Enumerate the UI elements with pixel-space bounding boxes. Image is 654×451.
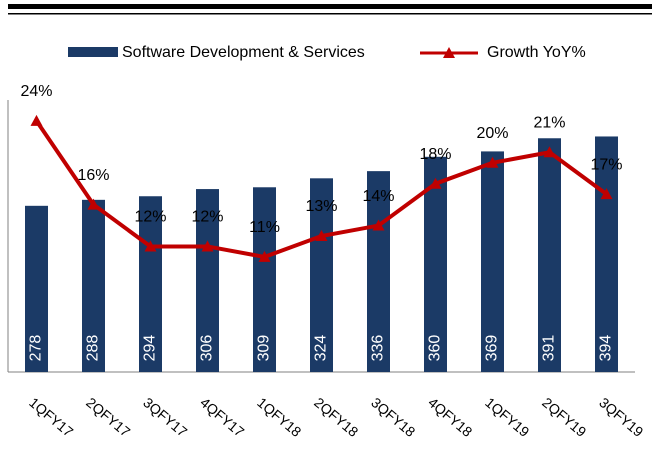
line-marker xyxy=(315,230,328,241)
bar xyxy=(595,136,618,372)
x-tick-label: 3QFY19 xyxy=(596,394,646,440)
line-marker xyxy=(87,198,100,210)
line-value-label: 18% xyxy=(419,146,451,163)
line-marker xyxy=(372,219,385,231)
legend-label: Growth YoY% xyxy=(487,44,586,61)
legend-swatch xyxy=(68,47,118,57)
line-marker xyxy=(30,114,43,126)
line-value-label: 16% xyxy=(77,167,109,184)
line-marker xyxy=(600,188,613,200)
bar xyxy=(196,189,219,372)
bar xyxy=(310,178,333,372)
line-marker xyxy=(543,146,556,158)
x-tick-label: 4QFY17 xyxy=(197,394,247,440)
x-tick-label: 1QFY19 xyxy=(482,394,532,440)
bar-value-label: 324 xyxy=(313,335,330,362)
bar-value-label: 336 xyxy=(370,335,387,362)
line-value-label: 13% xyxy=(305,198,337,215)
bar xyxy=(82,199,105,372)
line-value-label: 11% xyxy=(249,219,280,236)
x-tick-label: 4QFY18 xyxy=(425,394,475,440)
bar-value-label: 391 xyxy=(541,335,558,362)
bar-value-label: 394 xyxy=(598,335,615,362)
bar-value-label: 278 xyxy=(28,335,45,362)
bar-value-label: 288 xyxy=(85,335,102,362)
bar xyxy=(538,138,561,372)
x-tick-label: 3QFY17 xyxy=(140,394,190,440)
x-tick-label: 1QFY18 xyxy=(254,394,304,440)
line-marker xyxy=(486,156,499,168)
x-tick-label: 2QFY18 xyxy=(311,394,361,440)
bar-value-label: 309 xyxy=(256,335,273,362)
bar-value-label: 306 xyxy=(199,335,216,362)
legend-marker xyxy=(443,47,455,58)
line-value-label: 12% xyxy=(134,209,166,226)
line-value-label: 12% xyxy=(191,209,223,226)
bar xyxy=(25,205,48,372)
line-marker xyxy=(258,250,271,262)
bar-value-label: 360 xyxy=(427,335,444,362)
line-marker xyxy=(429,177,442,189)
line-value-label: 21% xyxy=(533,115,565,132)
line-value-label: 17% xyxy=(590,156,622,173)
bar-value-label: 294 xyxy=(142,335,159,362)
bar xyxy=(424,156,447,372)
line-marker xyxy=(144,240,157,252)
line-value-label: 24% xyxy=(20,83,52,100)
top-rule-thin xyxy=(8,13,652,15)
x-tick-label: 1QFY17 xyxy=(26,394,76,440)
legend-label: Software Development & Services xyxy=(122,44,365,61)
x-tick-label: 2QFY19 xyxy=(539,394,589,440)
x-tick-label: 2QFY17 xyxy=(83,394,133,440)
bar-value-label: 369 xyxy=(484,335,501,362)
line-value-label: 20% xyxy=(476,125,508,142)
bar xyxy=(481,151,504,372)
line-value-label: 14% xyxy=(362,188,394,205)
x-tick-label: 3QFY18 xyxy=(368,394,418,440)
bar xyxy=(253,187,276,372)
line-marker xyxy=(201,240,214,252)
top-rule xyxy=(8,4,652,9)
